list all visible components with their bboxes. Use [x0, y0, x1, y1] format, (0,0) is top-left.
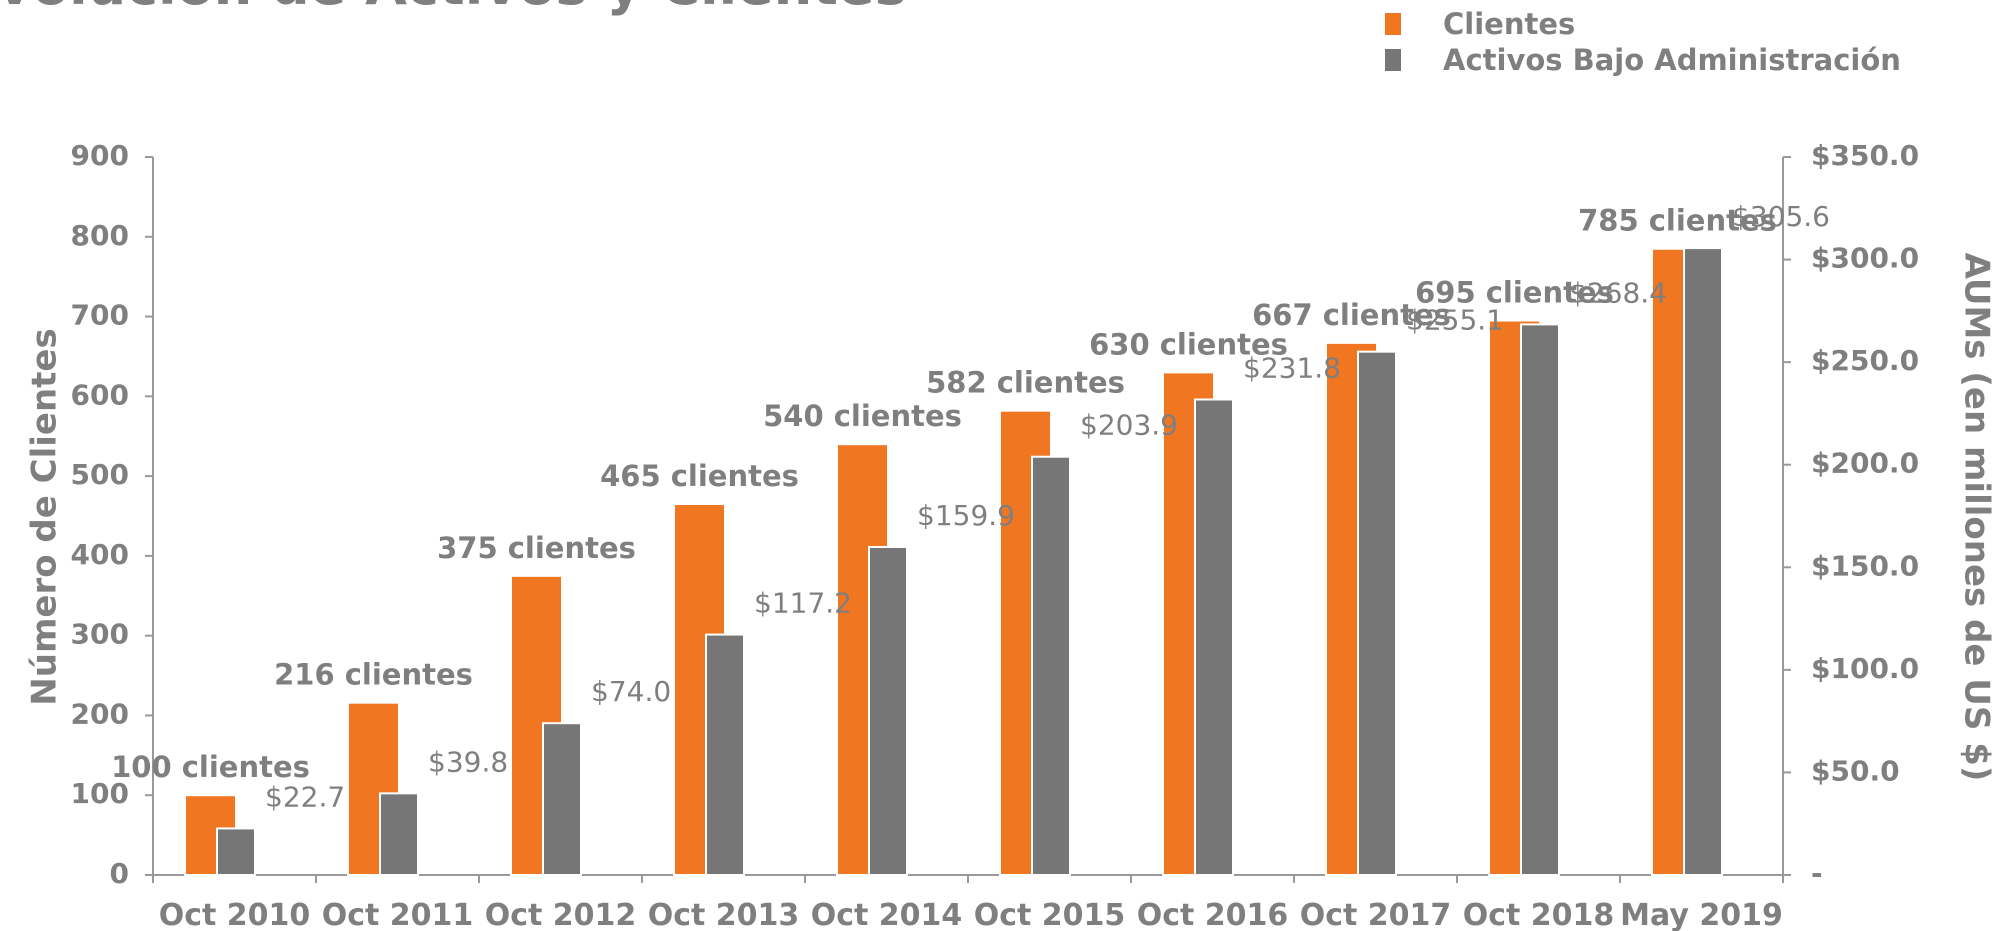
data-label: $203.9	[1080, 409, 1178, 442]
data-label: $39.8	[428, 745, 508, 778]
y2-tick-label: $100.0	[1811, 652, 1919, 685]
data-label: 630 clientes	[1089, 327, 1288, 361]
x-tick-label: Oct 2017	[1300, 898, 1452, 931]
x-tick-label: Oct 2012	[485, 898, 637, 931]
x-tick-label: Oct 2011	[322, 898, 474, 931]
bar	[1031, 455, 1071, 876]
x-tick-label: May 2019	[1620, 898, 1783, 931]
data-label: 100 clientes	[111, 750, 310, 784]
y2-tick-label: $150.0	[1811, 549, 1919, 582]
data-label: $74.0	[591, 675, 671, 708]
y2-tick-label: $350.0	[1811, 139, 1919, 172]
x-tick-label: Oct 2018	[1463, 898, 1615, 931]
bar	[379, 792, 419, 877]
data-label: $22.7	[265, 780, 345, 813]
data-label: 540 clientes	[763, 399, 962, 433]
bar	[868, 545, 908, 876]
y2-tick-label: $300.0	[1811, 242, 1919, 275]
y2-tick-label: -	[1811, 857, 1823, 890]
bar	[216, 827, 256, 876]
data-label: $305.6	[1732, 200, 1830, 233]
data-label: 785 clientes	[1578, 204, 1777, 238]
bar	[542, 722, 582, 876]
x-tick-label: Oct 2016	[1137, 898, 1289, 931]
y-tick-label: 600	[71, 378, 129, 411]
data-label: 582 clientes	[926, 366, 1125, 400]
bar	[705, 633, 745, 876]
legend-label: Clientes	[1443, 7, 1575, 41]
x-tick-label: Oct 2013	[648, 898, 800, 931]
data-label: 375 clientes	[437, 531, 636, 565]
y2-tick-label: $200.0	[1811, 447, 1919, 480]
legend-swatch	[1385, 13, 1401, 35]
data-label: $231.8	[1243, 351, 1341, 384]
x-tick-label: Oct 2014	[811, 898, 963, 931]
data-label: 216 clientes	[274, 658, 473, 692]
bar	[1683, 247, 1723, 876]
data-label: 667 clientes	[1252, 298, 1451, 332]
legend-swatch	[1385, 49, 1401, 71]
y-tick-label: 200	[71, 697, 129, 730]
bar	[1520, 323, 1560, 877]
chart-title: Evolución de Activos y Clientes	[0, 0, 907, 17]
data-label: 465 clientes	[600, 459, 799, 493]
y2-tick-label: $50.0	[1811, 754, 1900, 787]
legend-label: Activos Bajo Administración	[1443, 43, 1901, 77]
bar	[1194, 398, 1234, 876]
data-label: $159.9	[917, 499, 1015, 532]
y2-tick-label: $250.0	[1811, 344, 1919, 377]
y-tick-label: 500	[71, 458, 129, 491]
y-axis-title: Número de Clientes	[25, 328, 65, 705]
y-tick-label: 100	[71, 777, 129, 810]
bar	[1357, 350, 1397, 877]
data-label: $255.1	[1406, 304, 1504, 337]
x-tick-label: Oct 2015	[974, 898, 1126, 931]
x-tick-label: Oct 2010	[159, 898, 311, 931]
data-label: $117.2	[754, 587, 852, 620]
y-tick-label: 800	[71, 219, 129, 252]
data-label: $268.4	[1569, 276, 1667, 309]
y-tick-label: 700	[71, 299, 129, 332]
y-tick-label: 300	[71, 618, 129, 651]
y-tick-label: 0	[110, 857, 129, 890]
y2-axis-title: AUMs (en millones de US $)	[1957, 253, 1997, 782]
y-tick-label: 400	[71, 538, 129, 571]
data-label: 695 clientes	[1415, 276, 1614, 310]
y-tick-label: 900	[71, 139, 129, 172]
